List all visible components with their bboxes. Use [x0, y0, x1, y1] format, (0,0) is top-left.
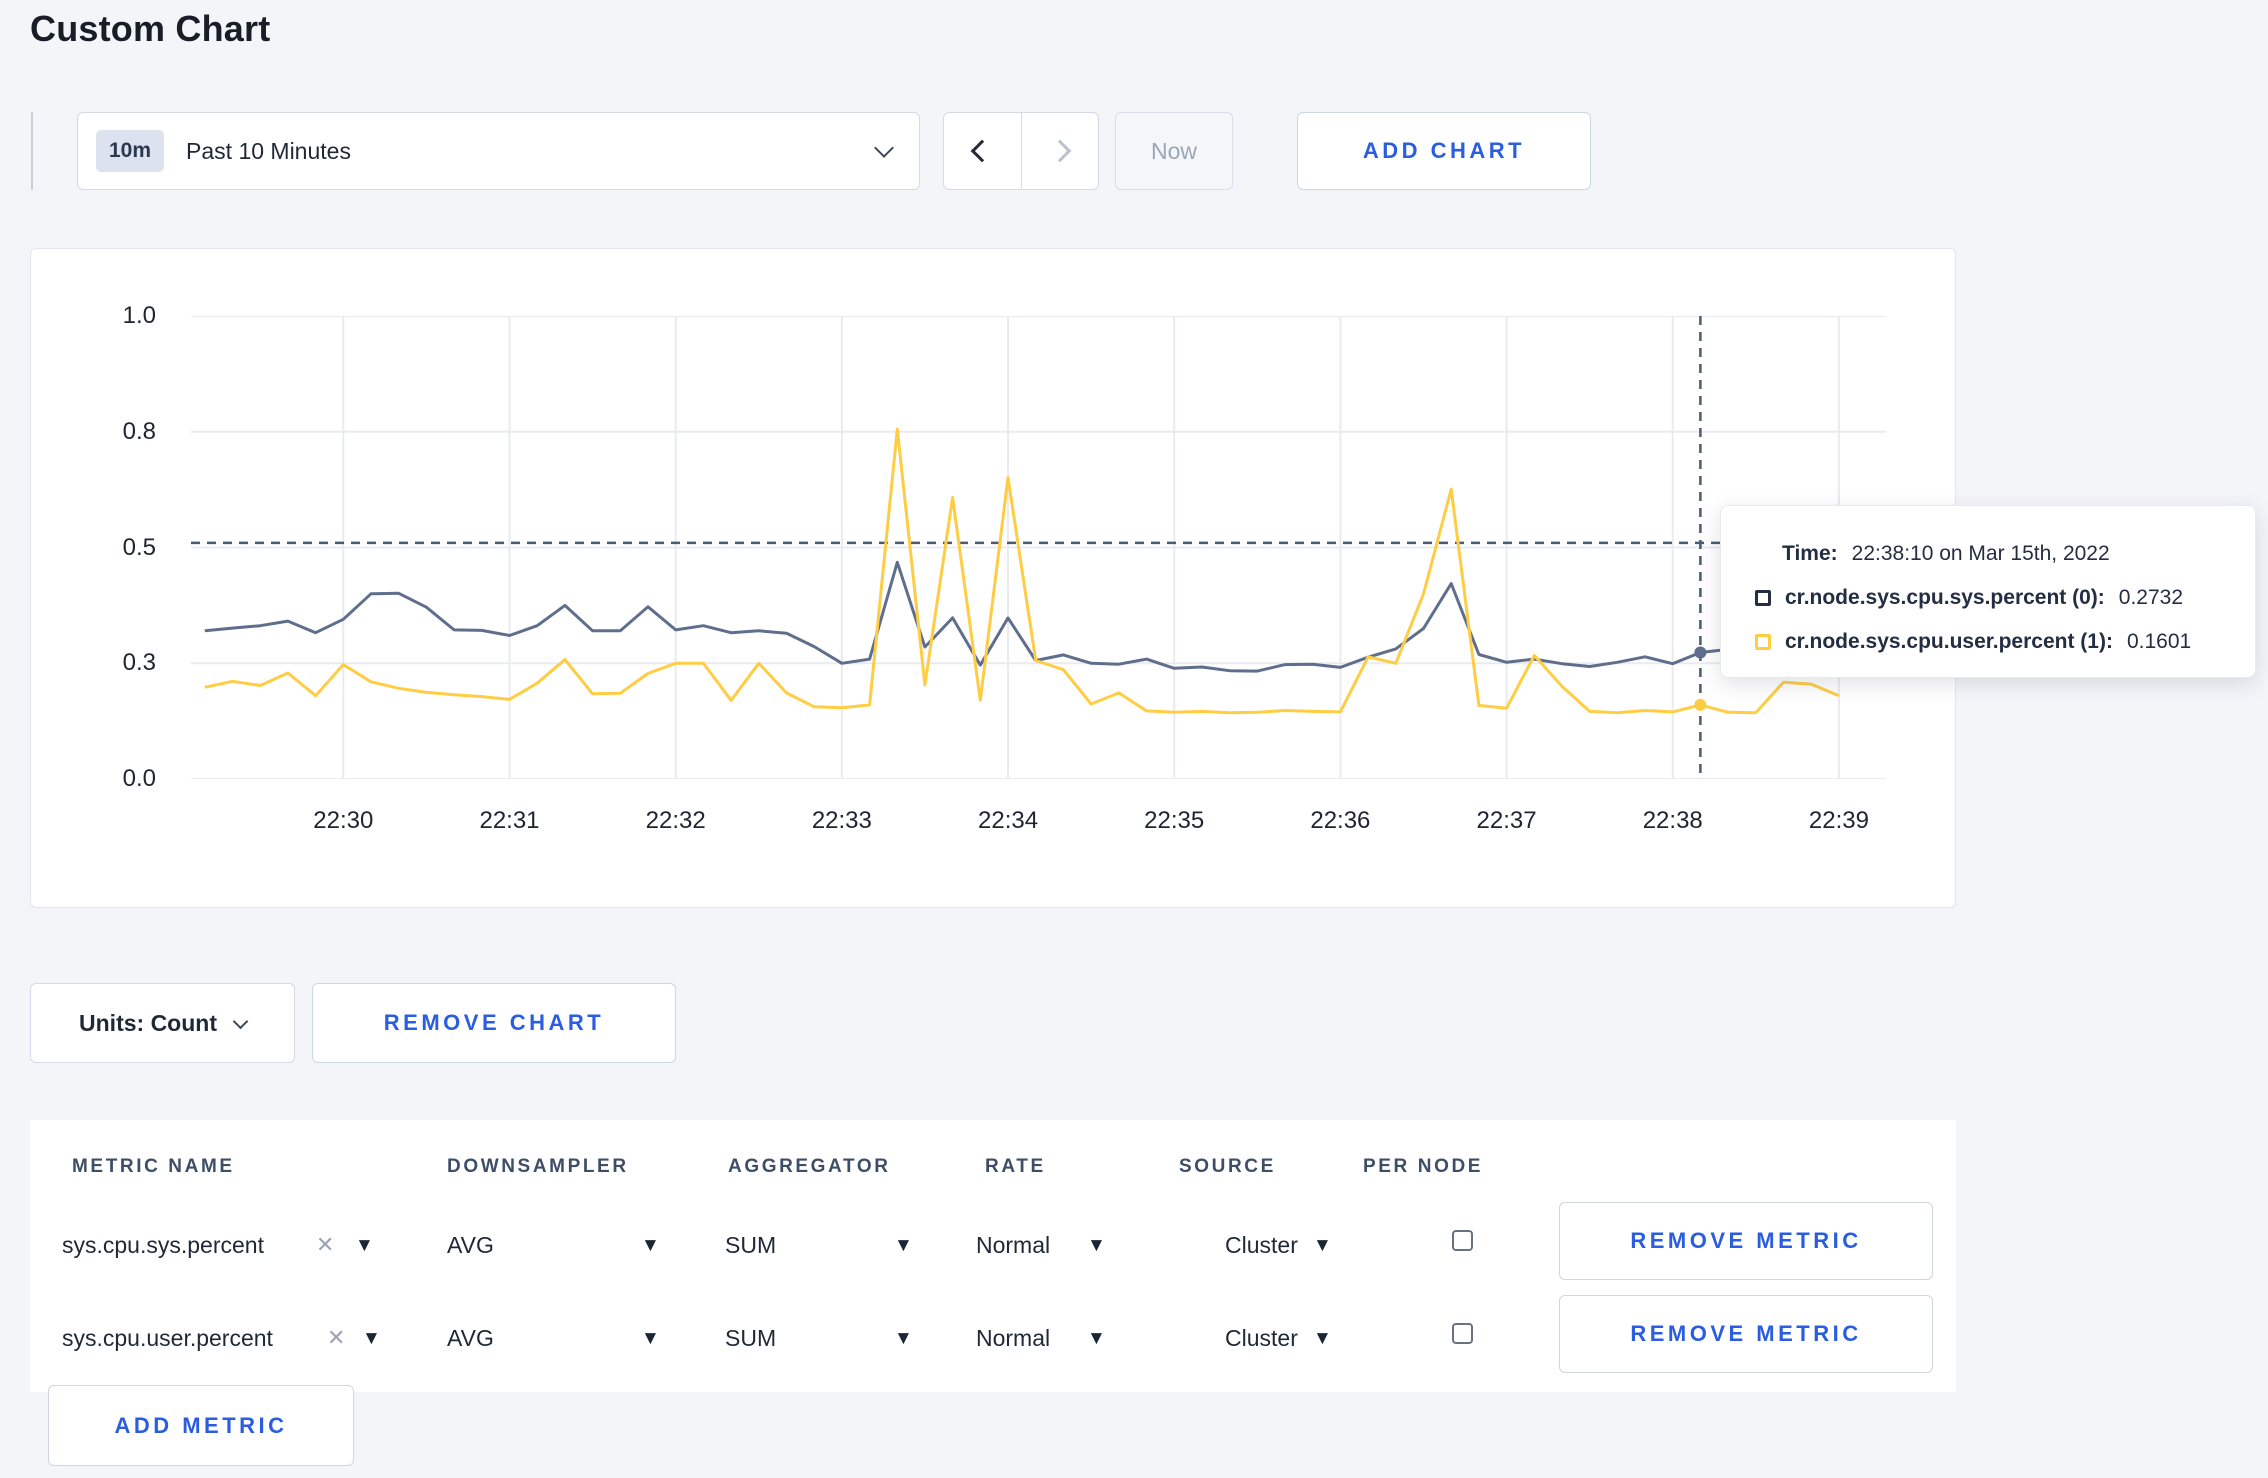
page-title: Custom Chart: [30, 8, 271, 49]
remove-metric-button[interactable]: REMOVE METRIC: [1559, 1202, 1933, 1280]
column-header-per-node: PER NODE: [1363, 1156, 1484, 1177]
tooltip-series-name: cr.node.sys.cpu.sys.percent (0):: [1785, 586, 2105, 609]
aggregator-select[interactable]: SUM: [725, 1232, 777, 1258]
time-range-dropdown[interactable]: 10m Past 10 Minutes: [77, 112, 920, 190]
tooltip-time-value: 22:38:10 on Mar 15th, 2022: [1851, 542, 2110, 565]
downsampler-dropdown-icon[interactable]: ▼: [641, 1235, 660, 1256]
plot-area[interactable]: [191, 315, 1886, 780]
tooltip-series-row: cr.node.sys.cpu.user.percent (1): 0.1601: [1755, 620, 2255, 664]
source-dropdown-icon[interactable]: ▼: [1313, 1235, 1332, 1256]
tooltip-series-value: 0.1601: [2126, 630, 2192, 653]
tooltip-series-name: cr.node.sys.cpu.user.percent (1):: [1785, 630, 2113, 653]
units-dropdown[interactable]: Units: Count: [30, 983, 295, 1063]
rate-dropdown-icon[interactable]: ▼: [1087, 1235, 1106, 1256]
remove-chart-button[interactable]: REMOVE CHART: [312, 983, 676, 1063]
time-pager: [943, 112, 1099, 190]
chart-card: 0.0 0.3 0.5 0.8 1.0 22:30 22:31 22:32 22:33 22:3…: [30, 248, 1956, 908]
column-header-metric-name: METRIC NAME: [72, 1156, 235, 1177]
x-tick-label: 22:31: [479, 807, 540, 834]
y-tick-label: 0.8: [122, 417, 156, 445]
x-tick-label: 22:35: [1144, 807, 1205, 834]
aggregator-dropdown-icon[interactable]: ▼: [894, 1328, 913, 1349]
column-header-aggregator: AGGREGATOR: [728, 1156, 891, 1177]
now-button[interactable]: Now: [1115, 112, 1233, 190]
add-metric-button[interactable]: ADD METRIC: [48, 1385, 354, 1466]
toolbar-divider: [31, 112, 33, 190]
source-select[interactable]: Cluster: [1225, 1232, 1298, 1258]
chevron-down-icon: [232, 1013, 249, 1029]
x-tick-label: 22:36: [1310, 807, 1371, 834]
user-series-swatch-icon: [1755, 634, 1771, 650]
metric-dropdown-icon[interactable]: ▼: [355, 1235, 374, 1256]
chevron-down-icon: [874, 138, 894, 158]
downsampler-select[interactable]: AVG: [447, 1232, 494, 1258]
x-tick-label: 22:30: [313, 807, 374, 834]
x-tick-label: 22:34: [978, 807, 1039, 834]
tooltip-series-row: cr.node.sys.cpu.sys.percent (0): 0.2732: [1755, 576, 2255, 620]
chart-svg: [191, 315, 1886, 780]
tooltip-series-value: 0.2732: [2118, 586, 2184, 609]
remove-metric-button[interactable]: REMOVE METRIC: [1559, 1295, 1933, 1373]
chevron-left-icon: [970, 139, 994, 163]
metric-name-select[interactable]: sys.cpu.user.percent: [62, 1325, 273, 1351]
hover-point-1: [1694, 698, 1707, 711]
y-tick-label: 0.0: [122, 765, 156, 792]
sys-series-swatch-icon: [1755, 590, 1771, 606]
y-tick-label: 0.3: [122, 649, 156, 677]
next-time-button[interactable]: [1022, 113, 1099, 189]
rate-select[interactable]: Normal: [976, 1232, 1051, 1258]
y-tick-label: 1.0: [122, 302, 156, 329]
per-node-checkbox[interactable]: [1452, 1323, 1473, 1344]
metric-dropdown-icon[interactable]: ▼: [362, 1328, 381, 1349]
clear-metric-icon[interactable]: ✕: [316, 1232, 335, 1257]
chart-hover-tooltip: Time: 22:38:10 on Mar 15th, 2022 cr.node…: [1720, 505, 2256, 678]
column-header-rate: RATE: [985, 1156, 1046, 1177]
metrics-table: METRIC NAME DOWNSAMPLER AGGREGATOR RATE …: [30, 1120, 1956, 1392]
metric-name-select[interactable]: sys.cpu.sys.percent: [62, 1232, 264, 1258]
aggregator-dropdown-icon[interactable]: ▼: [894, 1235, 913, 1256]
x-tick-label: 22:39: [1808, 807, 1869, 834]
series-line-1: [204, 427, 1840, 715]
rate-select[interactable]: Normal: [976, 1325, 1051, 1351]
time-range-badge: 10m: [96, 130, 165, 172]
hover-point-0: [1694, 646, 1707, 659]
column-header-source: SOURCE: [1179, 1156, 1276, 1177]
x-tick-label: 22:32: [645, 807, 706, 834]
tooltip-time-label: Time:: [1782, 542, 1838, 565]
x-tick-label: 22:38: [1642, 807, 1703, 834]
prev-time-button[interactable]: [944, 113, 1022, 189]
per-node-checkbox[interactable]: [1452, 1230, 1473, 1251]
tooltip-time-row: Time: 22:38:10 on Mar 15th, 2022: [1755, 532, 2255, 576]
source-dropdown-icon[interactable]: ▼: [1313, 1328, 1332, 1349]
clear-metric-icon[interactable]: ✕: [327, 1325, 346, 1350]
downsampler-select[interactable]: AVG: [447, 1325, 494, 1351]
aggregator-select[interactable]: SUM: [725, 1325, 777, 1351]
add-chart-button[interactable]: ADD CHART: [1297, 112, 1591, 190]
series-line-0: [204, 560, 1840, 673]
downsampler-dropdown-icon[interactable]: ▼: [641, 1328, 660, 1349]
y-tick-label: 0.5: [122, 533, 156, 561]
rate-dropdown-icon[interactable]: ▼: [1087, 1328, 1106, 1349]
units-label: Units: Count: [79, 1009, 217, 1036]
x-tick-label: 22:37: [1476, 807, 1537, 834]
column-header-downsampler: DOWNSAMPLER: [447, 1156, 629, 1177]
x-tick-label: 22:33: [811, 807, 872, 834]
time-range-label: Past 10 Minutes: [186, 137, 351, 164]
source-select[interactable]: Cluster: [1225, 1325, 1298, 1351]
chevron-right-icon: [1048, 139, 1072, 163]
